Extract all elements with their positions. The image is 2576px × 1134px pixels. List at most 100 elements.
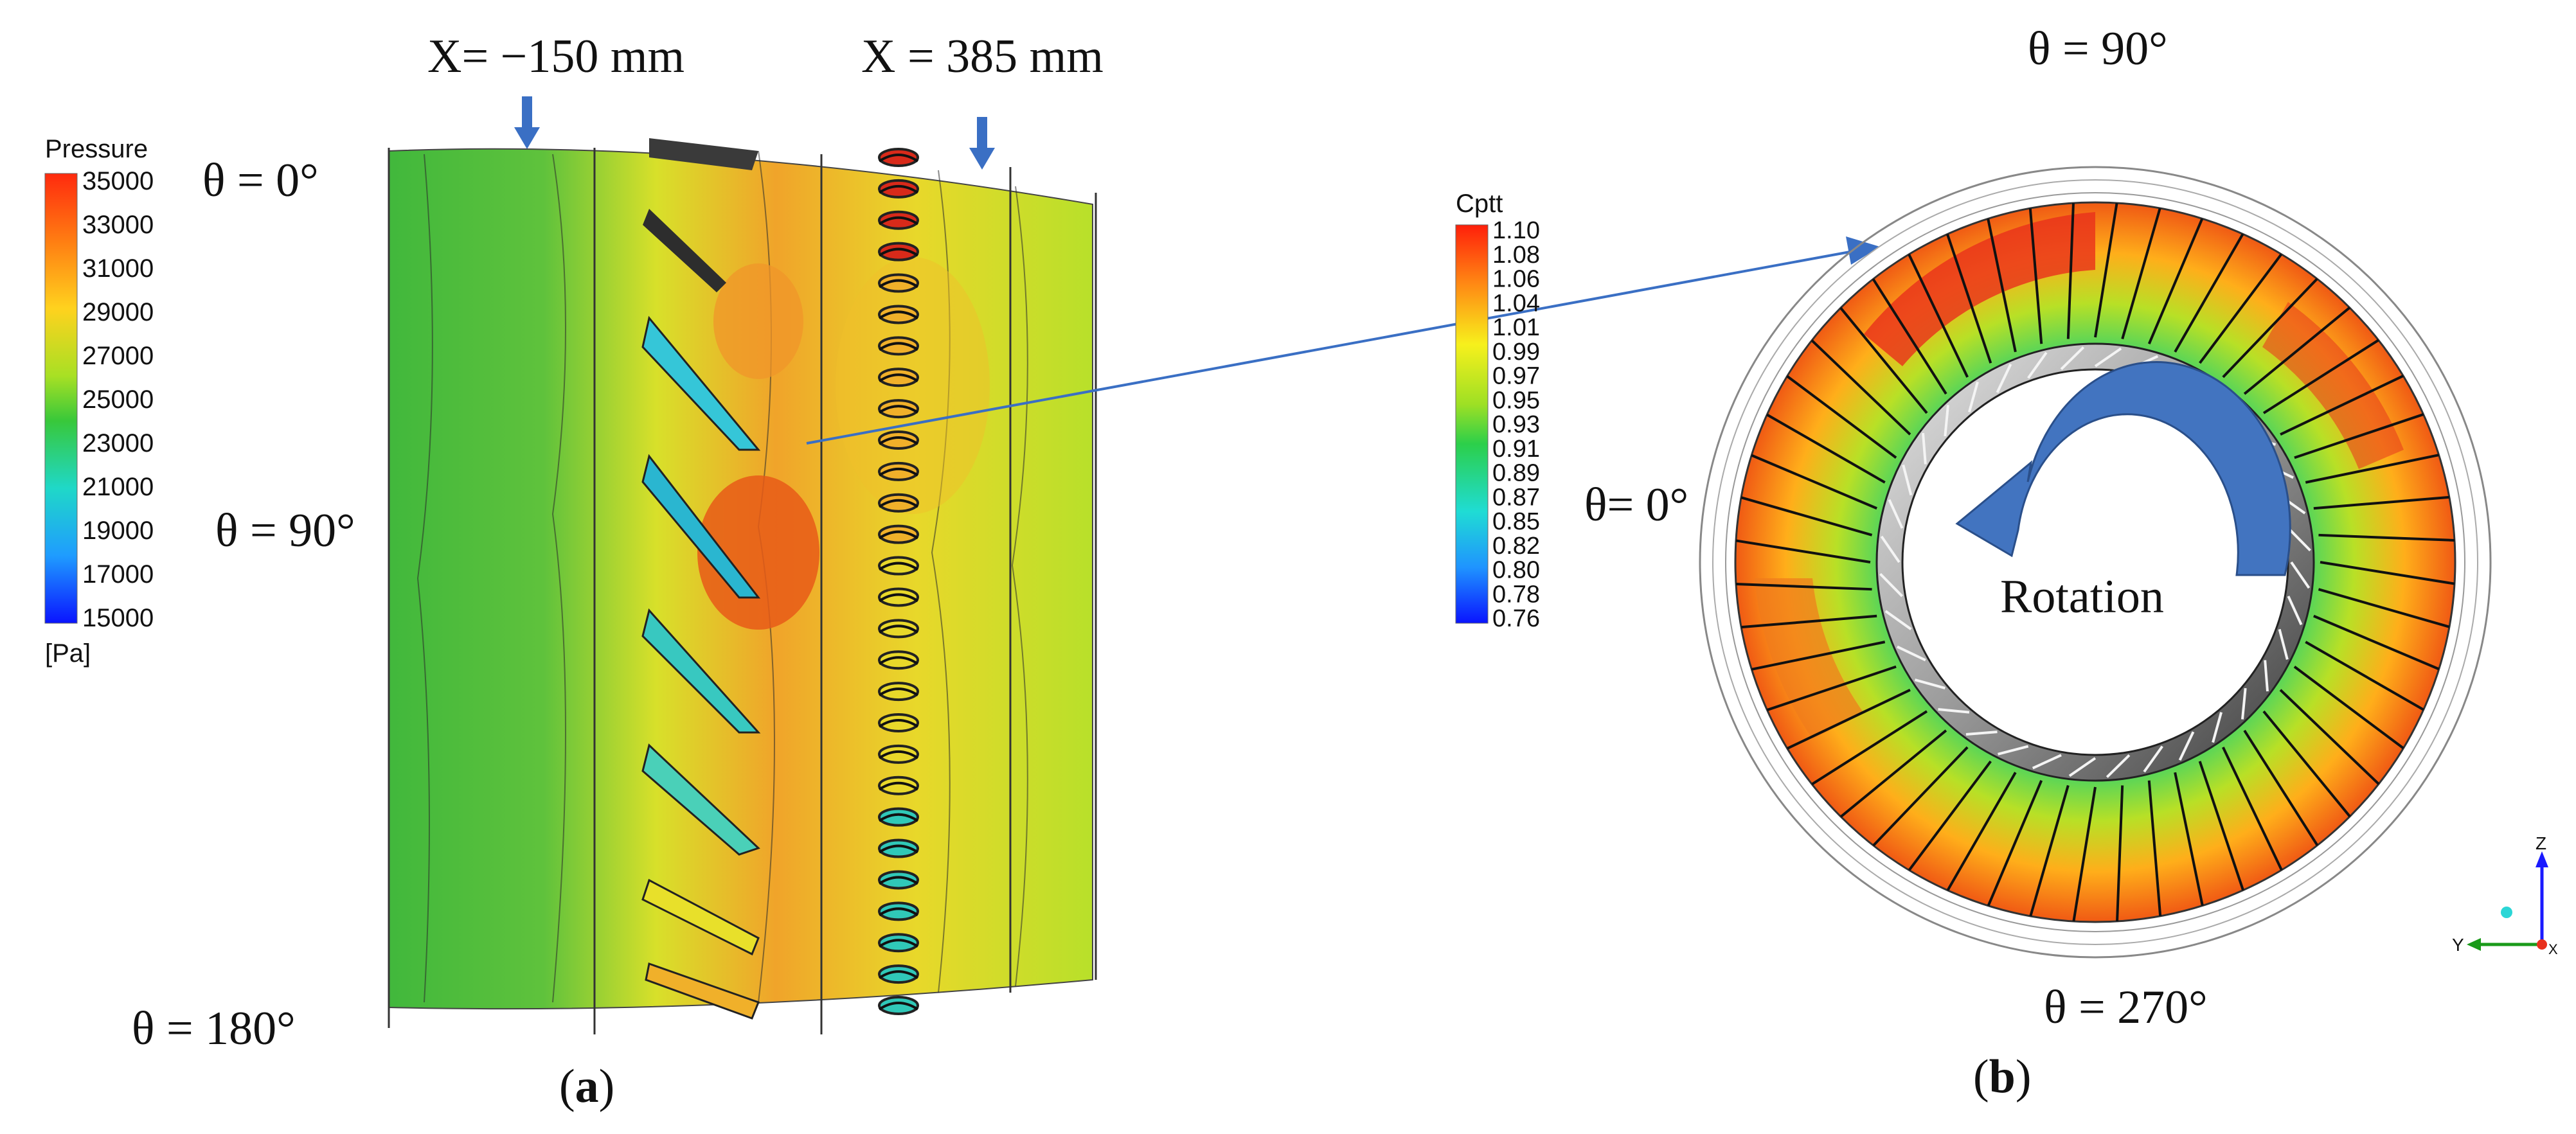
rotor-blade bbox=[878, 996, 919, 1015]
pressure-ticks: 35000 33000 31000 29000 27000 25000 23000 21000… bbox=[82, 167, 154, 632]
rotor-blade bbox=[878, 556, 919, 576]
pressure-tick-label: 19000 bbox=[82, 517, 154, 545]
ring-blades bbox=[1735, 202, 2455, 922]
hub-vane bbox=[2032, 754, 2062, 770]
pressure-colorbar: Pressure 35000 33000 31000 29000 27000 25000 2… bbox=[44, 135, 154, 668]
cptt-colorbar: Cptt 1.101.081.061.041.010.990.970.950.9… bbox=[1455, 190, 1540, 632]
triad-y: Y bbox=[2452, 935, 2464, 955]
ring-blade bbox=[2147, 780, 2162, 916]
hub-vane bbox=[2290, 561, 2311, 589]
cptt-color-scale bbox=[1455, 224, 1489, 624]
rotor-blade-edge bbox=[878, 530, 919, 540]
hub-vane bbox=[2287, 596, 2303, 626]
section-arrow-left-icon bbox=[514, 96, 540, 149]
section-label-right: X = 385 mm bbox=[861, 30, 1104, 83]
rotor-blade bbox=[878, 242, 919, 261]
ring-blade bbox=[2313, 614, 2440, 671]
hub-vane bbox=[2143, 745, 2163, 773]
rotor-blade-edge bbox=[878, 185, 919, 194]
pressure-tick-label: 17000 bbox=[82, 560, 154, 589]
ring-blade bbox=[1987, 780, 2043, 907]
pressure-tick-label: 33000 bbox=[82, 211, 154, 239]
ring-blade bbox=[2198, 761, 2244, 891]
rotor-blade-edge bbox=[878, 499, 919, 508]
pressure-legend-title: Pressure bbox=[45, 135, 148, 163]
pressure-legend-unit: [Pa] bbox=[45, 639, 91, 668]
hub-vane bbox=[2241, 687, 2247, 720]
rotor-blade bbox=[878, 148, 919, 167]
cptt-tick-label: 1.01 bbox=[1492, 314, 1540, 341]
ring-blade bbox=[1811, 339, 1911, 436]
hub-vane bbox=[1938, 708, 1970, 714]
ring-blade bbox=[2174, 772, 2204, 906]
hub-vane bbox=[2094, 347, 2122, 368]
rotor-blade-edge bbox=[878, 813, 919, 822]
ring-blade bbox=[1766, 413, 1886, 484]
cptt-tick-label: 1.04 bbox=[1492, 290, 1540, 317]
hub-vane bbox=[1944, 405, 1949, 437]
theta-label-b-0: θ= 0° bbox=[1584, 479, 1688, 531]
cptt-tick-label: 0.99 bbox=[1492, 339, 1540, 366]
ring-blade bbox=[1946, 233, 1992, 364]
hub-vane bbox=[2027, 351, 2048, 379]
rotor-blade-edge bbox=[878, 154, 919, 163]
cptt-tick-label: 0.76 bbox=[1492, 605, 1540, 632]
rotor-blade bbox=[878, 493, 919, 513]
panel-a: Pressure 35000 33000 31000 29000 27000 25000 2… bbox=[44, 30, 1104, 1113]
theta-label-90: θ = 90° bbox=[215, 504, 355, 557]
ring-blade bbox=[2222, 747, 2283, 871]
pressure-color-scale bbox=[44, 173, 78, 624]
rotor-blade-edge bbox=[878, 625, 919, 634]
rotation-arrow-icon bbox=[1955, 360, 2291, 576]
ring-blade bbox=[2028, 208, 2043, 344]
rotor-blade-edge bbox=[878, 970, 919, 979]
ring-blade bbox=[2199, 253, 2283, 364]
ring-blade bbox=[1735, 583, 1872, 591]
rotor-blade-edge bbox=[878, 687, 919, 696]
ring-blade bbox=[2262, 710, 2351, 818]
ring-blade bbox=[1740, 496, 1873, 536]
cptt-tick-label: 0.89 bbox=[1492, 460, 1540, 487]
annular-contour bbox=[1699, 166, 2492, 959]
ring-blade bbox=[1908, 254, 1969, 378]
hub-vane bbox=[1968, 381, 1979, 412]
ring-blade bbox=[2094, 202, 2118, 338]
rotor-blade-edge bbox=[878, 907, 919, 917]
ring-blade bbox=[2305, 454, 2439, 484]
pressure-tick-label: 35000 bbox=[82, 167, 154, 195]
hub-vane bbox=[2060, 346, 2085, 371]
ring-blade bbox=[1872, 278, 1947, 395]
ring-blade bbox=[2243, 306, 2351, 395]
rotor-blade bbox=[878, 744, 919, 764]
hub-vane bbox=[1880, 535, 1901, 563]
rotor-blade-edge bbox=[878, 781, 919, 791]
rotor-blade-edge bbox=[878, 436, 919, 445]
rotor-blade-edge bbox=[878, 342, 919, 351]
ring-blade bbox=[2313, 495, 2449, 510]
rotor-blade bbox=[878, 210, 919, 230]
hub-vane bbox=[2178, 731, 2195, 761]
ring-blade bbox=[1741, 614, 1877, 629]
cptt-tick-label: 0.95 bbox=[1492, 387, 1540, 414]
rotor-blade-edge bbox=[878, 310, 919, 320]
rotor-blade bbox=[878, 399, 919, 419]
rotor-blade-edge bbox=[878, 468, 919, 477]
rotor-blade bbox=[878, 933, 919, 953]
ring-blade bbox=[1946, 772, 2017, 891]
hub-vane bbox=[2106, 754, 2131, 778]
rotor-blade bbox=[878, 587, 919, 607]
rotor-blade bbox=[878, 682, 919, 702]
cptt-tick-label: 0.85 bbox=[1492, 508, 1540, 535]
caption-a-letter: a bbox=[575, 1060, 599, 1113]
caption-b-letter: b bbox=[1989, 1050, 2016, 1103]
ring-blade bbox=[2305, 641, 2424, 711]
rotor-blade-edge bbox=[878, 216, 919, 226]
theta-label-b-270: θ = 270° bbox=[2044, 981, 2208, 1034]
rotor-blade bbox=[878, 305, 919, 324]
rotor-blade-edge bbox=[878, 656, 919, 665]
rotation-label: Rotation bbox=[2000, 571, 2164, 623]
hub-vane bbox=[1965, 731, 1998, 736]
ring-blade bbox=[1766, 665, 1897, 711]
rotor-blade bbox=[878, 524, 919, 544]
